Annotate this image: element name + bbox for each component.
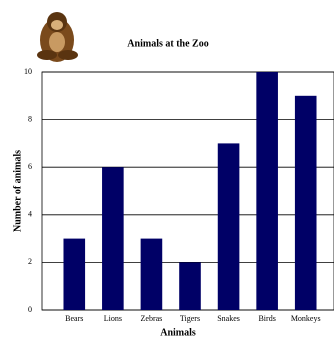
- bar: [63, 238, 86, 310]
- monkey-icon: [37, 12, 78, 62]
- bar: [256, 72, 278, 310]
- x-tick-label: Tigers: [180, 314, 200, 323]
- x-tick-label: Birds: [258, 314, 275, 323]
- chart-title: Animals at the Zoo: [127, 38, 208, 49]
- bar: [179, 262, 201, 310]
- y-tick-label: 8: [28, 114, 32, 123]
- y-tick-label: 0: [28, 305, 32, 314]
- y-tick-label: 10: [24, 67, 32, 76]
- y-tick-label: 2: [28, 257, 32, 266]
- bar: [102, 167, 124, 310]
- x-tick-label: Lions: [104, 314, 122, 323]
- x-tick-label: Monkeys: [291, 314, 321, 323]
- x-tick-label: Bears: [65, 314, 83, 323]
- bar: [294, 95, 317, 310]
- x-axis-title: Animals: [160, 327, 196, 338]
- bar: [217, 143, 240, 310]
- y-tick-label: 6: [28, 162, 32, 171]
- x-tick-label: Snakes: [217, 314, 240, 323]
- y-tick-label: 4: [28, 210, 32, 219]
- bar: [140, 238, 163, 310]
- x-tick-label: Zebras: [141, 314, 163, 323]
- y-axis-title: Number of animals: [12, 150, 23, 232]
